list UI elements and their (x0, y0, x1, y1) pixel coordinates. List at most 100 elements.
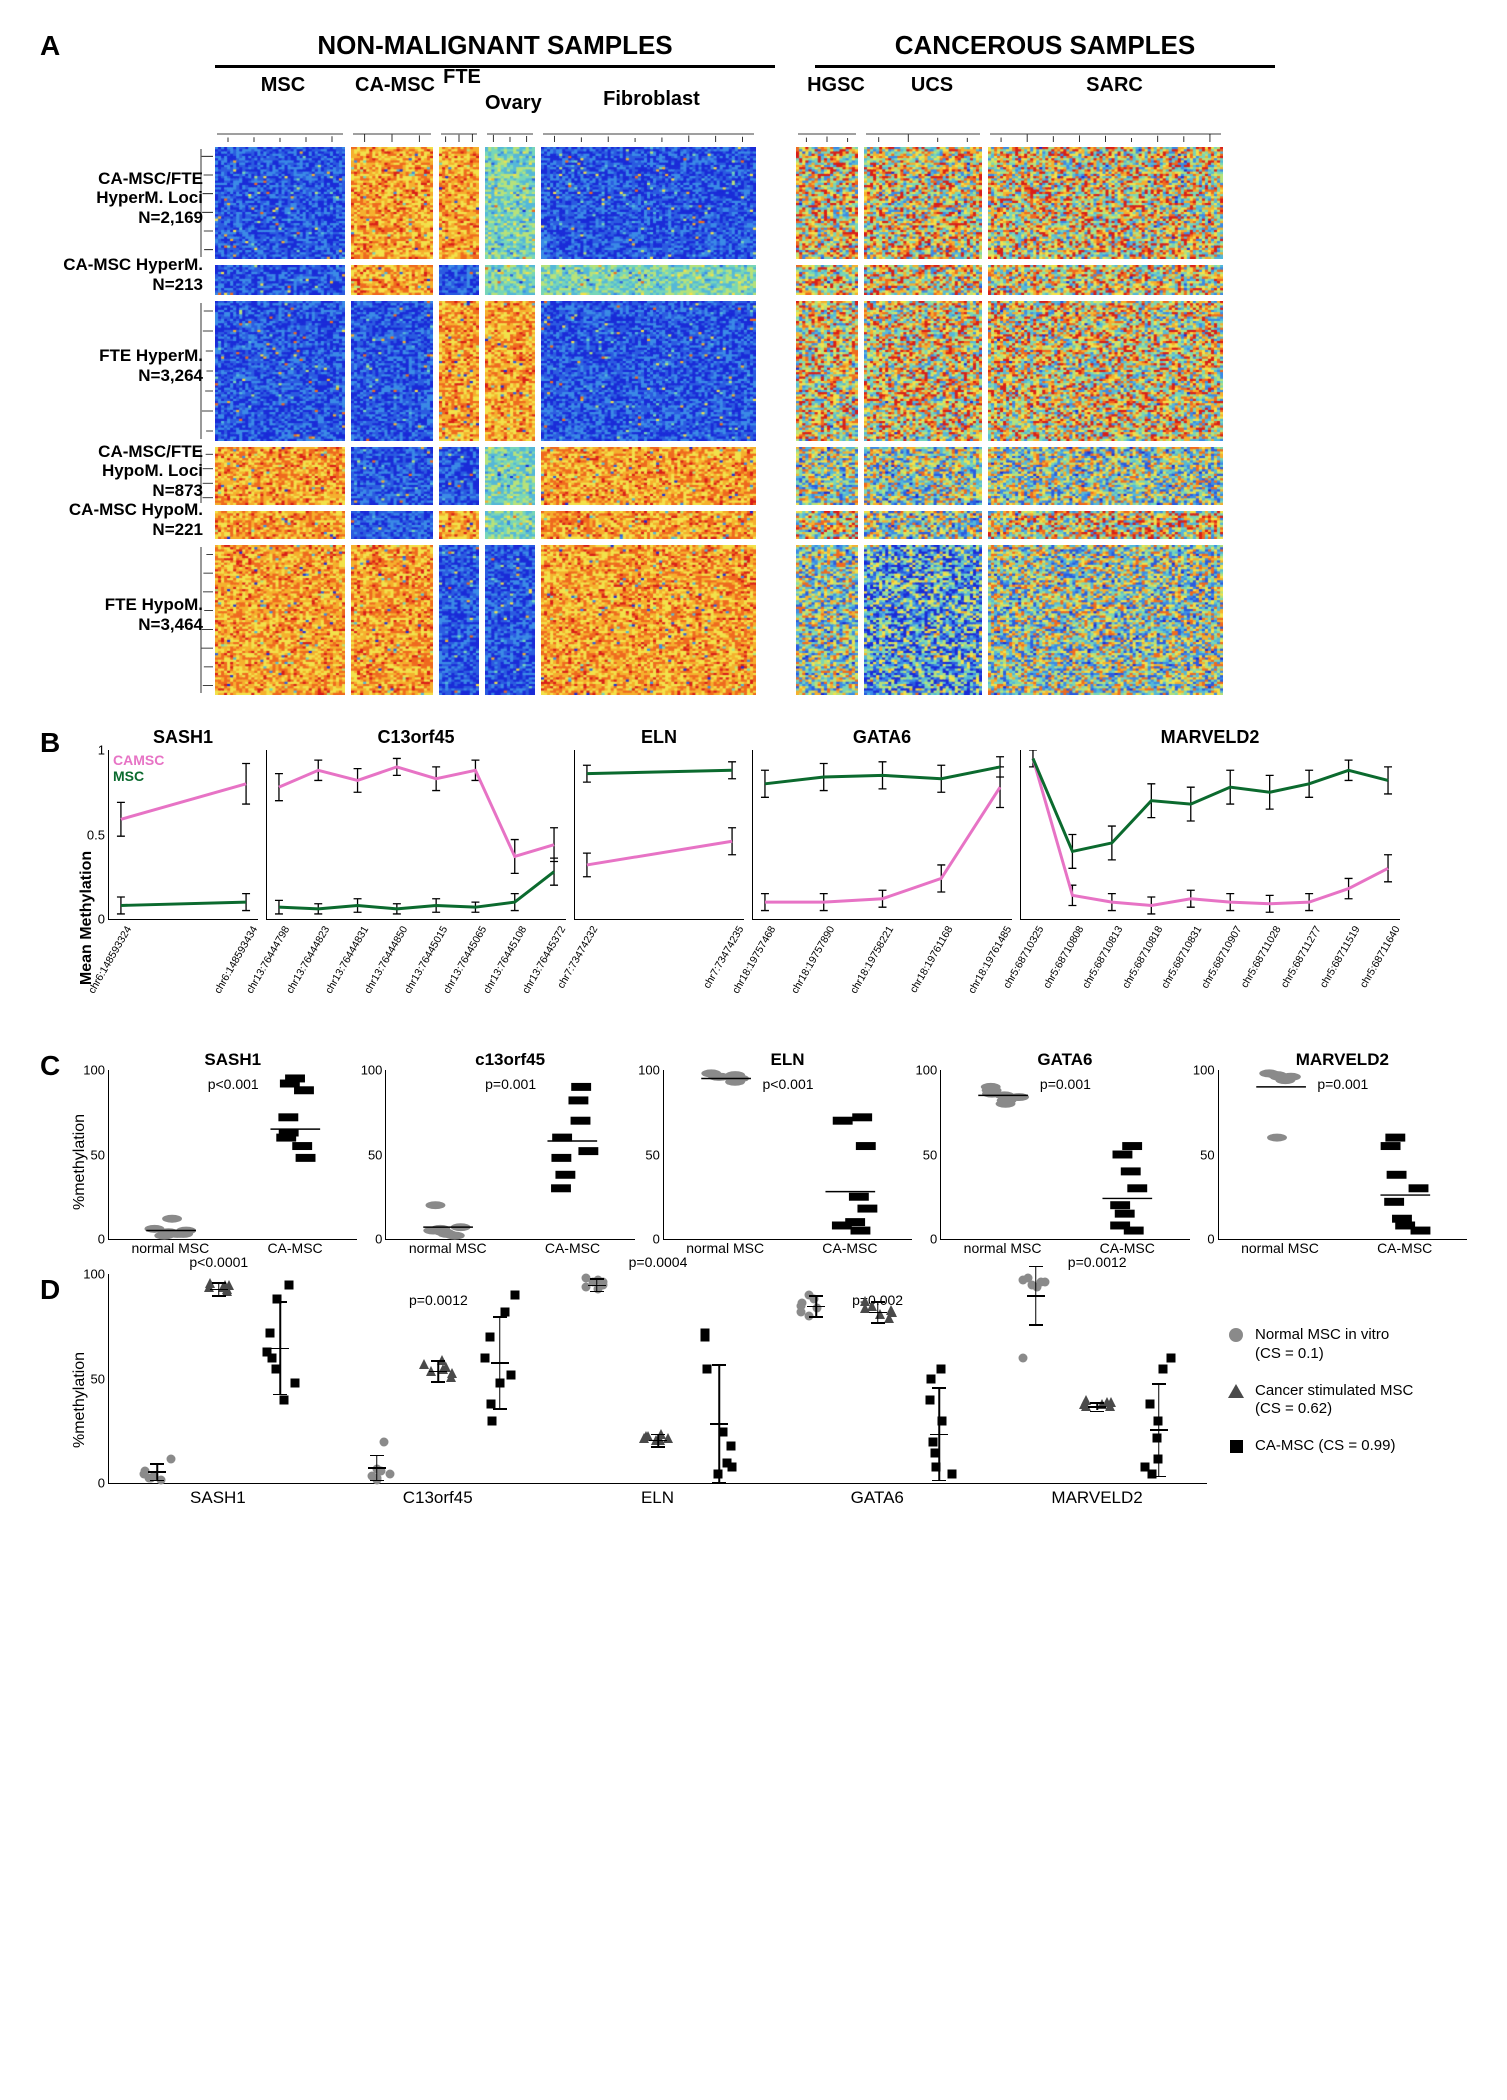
panel-c-pvalue-marveld2: p=0.001 (1317, 1076, 1368, 1092)
panel-b-plot-sash1: 00.51CAMSCMSC (108, 750, 258, 920)
heatmap-SARC-r5 (988, 545, 1223, 695)
panel-b-title-sash1: SASH1 (108, 727, 258, 748)
col-label-ca-msc: CA-MSC (351, 74, 439, 120)
heatmap-Ovary-r4 (485, 511, 535, 539)
col-label-hgsc: HGSC (802, 74, 870, 120)
panel-d-pvalue-c13orf45: p=0.0012 (409, 1292, 468, 1308)
panel-d-xlabel-sash1: SASH1 (108, 1488, 328, 1508)
heatmap-MSC-r1 (215, 265, 345, 295)
panel-b-title-gata6: GATA6 (752, 727, 1012, 748)
panel-b-title-c13orf45: C13orf45 (266, 727, 566, 748)
heatmap-HGSC-r0 (796, 147, 858, 259)
heatmap-Ovary-r5 (485, 545, 535, 695)
panel-c-pvalue-gata6: p=0.001 (1040, 1076, 1091, 1092)
heatmap-Ovary-r2 (485, 301, 535, 441)
panel-c-ylabel: %methylation (71, 1114, 89, 1210)
heatmap-UCS-r4 (864, 511, 982, 539)
cancer-title: CANCEROUS SAMPLES (895, 30, 1195, 61)
panel-c-plot-sash1: 050100p<0.001 (108, 1070, 357, 1240)
row-label-3: CA-MSC/FTEHypoM. LociN=873 (40, 439, 215, 503)
panel-c: C %methylation SASH1050100p<0.001normal … (40, 1050, 1467, 1256)
panel-d-xlabel-c13orf45: C13orf45 (328, 1488, 548, 1508)
panel-c-title-c13orf45: c13orf45 (385, 1050, 634, 1070)
panel-d-pvalue-marveld2: p=0.0012 (1068, 1254, 1127, 1270)
heatmap-HGSC-r4 (796, 511, 858, 539)
row-label-4: CA-MSC HypoM.N=221 (40, 503, 215, 537)
heatmap-UCS-r2 (864, 301, 982, 441)
col-label-msc: MSC (215, 74, 351, 120)
panel-c-title-gata6: GATA6 (940, 1050, 1189, 1070)
heatmap-Fibroblast-r2 (541, 301, 756, 441)
heatmap-FTE-r5 (439, 545, 479, 695)
heatmap-CA-MSC-r2 (351, 301, 433, 441)
heatmap-MSC-r0 (215, 147, 345, 259)
heatmap-Fibroblast-r0 (541, 147, 756, 259)
panel-d-legend: Normal MSC in vitro(CS = 0.1) Cancer stim… (1207, 1274, 1467, 1508)
panel-b-plot-marveld2 (1020, 750, 1400, 920)
heatmap-MSC-r5 (215, 545, 345, 695)
panel-c-title-sash1: SASH1 (108, 1050, 357, 1070)
panel-d-plot: 050100p<0.0001p=0.0012p=0.0004p=0.002p=0… (108, 1274, 1207, 1484)
panel-d-label: D (40, 1274, 62, 1508)
legend-item-triangle: Cancer stimulated MSC(CS = 0.62) (1227, 1382, 1467, 1420)
col-label-ucs: UCS (870, 74, 994, 120)
col-label-fte: FTE (439, 66, 485, 112)
heatmap-SARC-r0 (988, 147, 1223, 259)
panel-c-plot-eln: 050100p<0.001 (663, 1070, 912, 1240)
heatmap-CA-MSC-r5 (351, 545, 433, 695)
heatmap-Fibroblast-r3 (541, 447, 756, 505)
heatmap-MSC-r3 (215, 447, 345, 505)
panel-a: A CA-MSC/FTEHyperM. LociN=2,169CA-MSC Hy… (40, 30, 1467, 701)
heatmap-FTE-r4 (439, 511, 479, 539)
heatmap-Fibroblast-r4 (541, 511, 756, 539)
heatmap-FTE-r3 (439, 447, 479, 505)
heatmap-HGSC-r2 (796, 301, 858, 441)
heatmap-Ovary-r1 (485, 265, 535, 295)
heatmap-Fibroblast-r5 (541, 545, 756, 695)
panel-b-title-marveld2: MARVELD2 (1020, 727, 1400, 748)
legend-item-square: CA-MSC (CS = 0.99) (1227, 1437, 1467, 1456)
heatmap-MSC-r2 (215, 301, 345, 441)
heatmap-FTE-r1 (439, 265, 479, 295)
panel-d-xlabel-marveld2: MARVELD2 (987, 1488, 1207, 1508)
row-label-1: CA-MSC HyperM.N=213 (40, 257, 215, 293)
panel-b-plot-eln (574, 750, 744, 920)
panel-c-pvalue-sash1: p<0.001 (208, 1076, 259, 1092)
legend-item-circle: Normal MSC in vitro(CS = 0.1) (1227, 1326, 1467, 1364)
panel-c-title-eln: ELN (663, 1050, 912, 1070)
heatmap-FTE-r2 (439, 301, 479, 441)
row-label-0: CA-MSC/FTEHyperM. LociN=2,169 (40, 139, 215, 257)
col-label-sarc: SARC (994, 74, 1235, 120)
panel-a-label: A (40, 30, 60, 62)
heatmap-Ovary-r0 (485, 147, 535, 259)
panel-c-plot-marveld2: 050100p=0.001 (1218, 1070, 1467, 1240)
panel-b: B Mean Methylation SASH100.51CAMSCMSC ch… (40, 727, 1467, 1040)
heatmap-HGSC-r5 (796, 545, 858, 695)
heatmap-CA-MSC-r1 (351, 265, 433, 295)
heatmap-HGSC-r3 (796, 447, 858, 505)
panel-b-plot-gata6 (752, 750, 1012, 920)
panel-c-plot-c13orf45: 050100p=0.001 (385, 1070, 634, 1240)
heatmap-CA-MSC-r0 (351, 147, 433, 259)
heatmap-UCS-r3 (864, 447, 982, 505)
panel-b-plot-c13orf45 (266, 750, 566, 920)
panel-c-pvalue-eln: p<0.001 (763, 1076, 814, 1092)
panel-d-pvalue-sash1: p<0.0001 (189, 1254, 248, 1270)
nonmalig-title: NON-MALIGNANT SAMPLES (317, 30, 672, 61)
panel-d: D %methylation 050100p<0.0001p=0.0012p=0… (40, 1274, 1467, 1508)
panel-b-title-eln: ELN (574, 727, 744, 748)
heatmap-UCS-r5 (864, 545, 982, 695)
heatmap-SARC-r3 (988, 447, 1223, 505)
panel-d-xlabel-eln: ELN (548, 1488, 768, 1508)
heatmap-CA-MSC-r3 (351, 447, 433, 505)
panel-b-label: B (40, 727, 62, 1040)
heatmap-MSC-r4 (215, 511, 345, 539)
heatmap-CA-MSC-r4 (351, 511, 433, 539)
heatmap-SARC-r4 (988, 511, 1223, 539)
heatmap-FTE-r0 (439, 147, 479, 259)
heatmap-SARC-r1 (988, 265, 1223, 295)
panel-c-label: C (40, 1050, 62, 1256)
panel-d-xlabel-gata6: GATA6 (767, 1488, 987, 1508)
heatmap-UCS-r1 (864, 265, 982, 295)
panel-c-pvalue-c13orf45: p=0.001 (485, 1076, 536, 1092)
